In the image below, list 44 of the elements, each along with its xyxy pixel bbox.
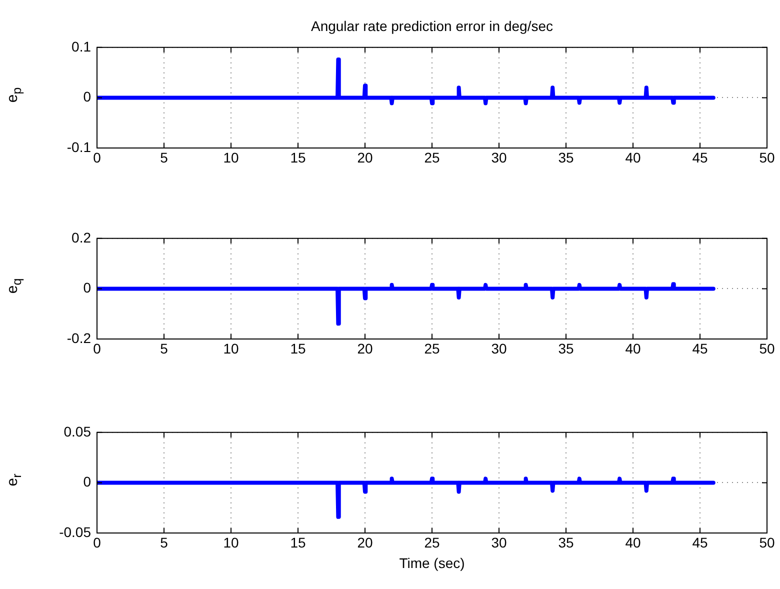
chart-title: Angular rate prediction error in deg/sec xyxy=(310,18,554,34)
x-tick-label: 10 xyxy=(223,340,239,356)
x-tick-label: 35 xyxy=(558,340,574,356)
x-tick-label: 45 xyxy=(692,149,708,166)
x-tick-label: 20 xyxy=(357,149,373,166)
x-tick-label: 45 xyxy=(692,534,708,550)
y-tick-label: 0 xyxy=(83,88,92,105)
x-tick-label: 15 xyxy=(290,534,306,550)
x-tick-label: 20 xyxy=(357,534,373,550)
x-tick-label: 0 xyxy=(93,149,102,166)
y-tick-label: 0.05 xyxy=(64,423,92,440)
x-tick-label: 50 xyxy=(759,340,775,356)
x-tick-label: 30 xyxy=(491,340,507,356)
y-tick-label: 0 xyxy=(83,280,92,296)
x-tick-label: 45 xyxy=(692,340,708,356)
y-tick-label: 0.2 xyxy=(72,229,92,246)
x-tick-label: 50 xyxy=(759,534,775,550)
y-tick-label: -0.2 xyxy=(66,330,92,346)
x-tick-label: 10 xyxy=(223,534,239,550)
x-tick-label: 25 xyxy=(424,534,440,550)
x-tick-label: 5 xyxy=(160,149,168,166)
y-tick-label: -0.05 xyxy=(59,524,92,540)
x-tick-label: 20 xyxy=(357,340,373,356)
x-tick-label: 40 xyxy=(625,149,641,166)
x-tick-label: 40 xyxy=(625,340,641,356)
x-tick-label: 0 xyxy=(93,340,102,356)
x-tick-label: 30 xyxy=(491,534,507,550)
x-tick-label: 0 xyxy=(93,534,102,550)
x-tick-label: 40 xyxy=(625,534,641,550)
x-tick-label: 35 xyxy=(558,149,574,166)
x-tick-label: 25 xyxy=(424,340,440,356)
x-tick-label: 15 xyxy=(290,149,306,166)
x-tick-label: 5 xyxy=(160,534,168,550)
x-tick-label: 5 xyxy=(160,340,168,356)
x-tick-label: 15 xyxy=(290,340,306,356)
x-tick-label: 35 xyxy=(558,534,574,550)
y-tick-label: -0.1 xyxy=(66,138,92,155)
x-tick-label: 50 xyxy=(759,149,775,166)
x-axis-title: Time (sec) xyxy=(398,555,466,571)
x-tick-label: 25 xyxy=(424,149,440,166)
y-tick-label: 0 xyxy=(83,474,92,490)
x-tick-label: 10 xyxy=(223,149,239,166)
x-tick-label: 30 xyxy=(491,149,507,166)
y-tick-label: 0.1 xyxy=(72,38,92,54)
